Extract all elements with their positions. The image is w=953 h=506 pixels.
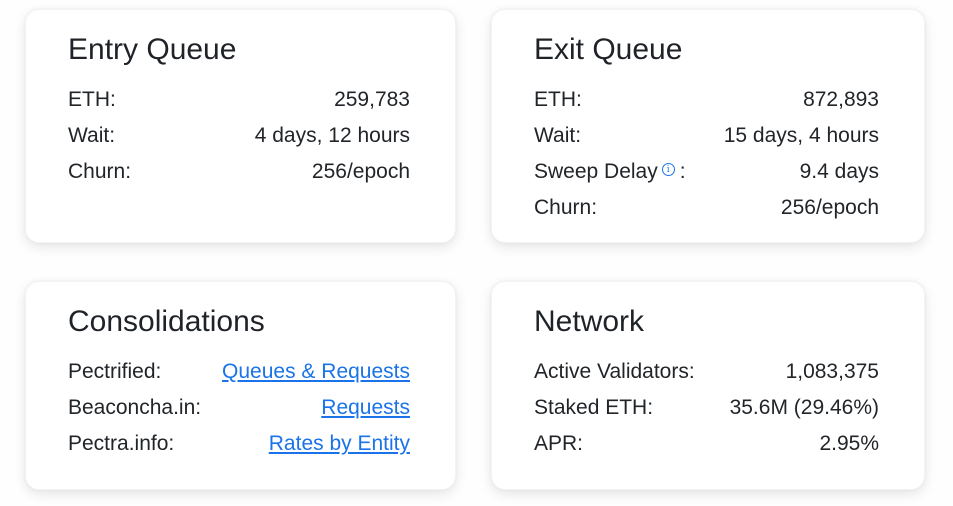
exit-queue-card: Exit Queue ETH: 872,893 Wait: 15 days, 4…	[491, 9, 925, 243]
entry-queue-card: Entry Queue ETH: 259,783 Wait: 4 days, 1…	[25, 9, 456, 243]
stat-value: 256/epoch	[311, 160, 410, 183]
link-row: Pectra.info: Rates by Entity	[68, 426, 410, 462]
info-icon[interactable]: i	[661, 163, 675, 176]
stat-label: Churn:	[534, 196, 598, 219]
link-row: Beaconcha.in: Requests	[68, 390, 410, 426]
beaconchain-requests-link[interactable]: Requests	[321, 396, 410, 419]
stat-label: Churn:	[68, 160, 132, 183]
stat-value: 256/epoch	[780, 196, 879, 219]
stat-row: Sweep Delay i: 9.4 days	[534, 154, 879, 190]
stat-row: APR: 2.95%	[534, 426, 879, 462]
network-card: Network Active Validators: 1,083,375 Sta…	[491, 281, 925, 490]
stat-row: ETH: 872,893	[534, 82, 879, 118]
stat-row: Wait: 15 days, 4 hours	[534, 118, 879, 154]
link-source-label: Pectra.info:	[68, 432, 175, 455]
stat-row: Staked ETH: 35.6M (29.46%)	[534, 390, 879, 426]
pectra-info-rates-link[interactable]: Rates by Entity	[268, 432, 410, 455]
pectrified-queues-requests-link[interactable]: Queues & Requests	[222, 360, 410, 383]
consolidations-title: Consolidations	[68, 305, 265, 338]
link-row: Pectrified: Queues & Requests	[68, 354, 410, 390]
dashboard-grid: Entry Queue ETH: 259,783 Wait: 4 days, 1…	[25, 9, 953, 490]
stat-label: APR:	[534, 432, 584, 455]
stat-value: 15 days, 4 hours	[723, 124, 879, 147]
link-source-label: Pectrified:	[68, 360, 162, 383]
stat-label: ETH:	[534, 88, 582, 111]
stat-row: Churn: 256/epoch	[68, 154, 410, 190]
stat-value: 1,083,375	[785, 360, 879, 383]
stat-value: 9.4 days	[799, 160, 879, 183]
entry-queue-title: Entry Queue	[68, 33, 237, 66]
stat-value: 259,783	[334, 88, 410, 111]
stat-label: Wait:	[68, 124, 116, 147]
stat-label: Wait:	[534, 124, 582, 147]
sweep-delay-colon: :	[679, 160, 686, 183]
stat-row: Active Validators: 1,083,375	[534, 354, 879, 390]
sweep-delay-label: Sweep Delay	[534, 160, 658, 183]
stat-value: 35.6M (29.46%)	[729, 396, 879, 419]
stat-row: Churn: 256/epoch	[534, 190, 879, 226]
consolidations-card: Consolidations Pectrified: Queues & Requ…	[25, 281, 456, 490]
stat-label: Sweep Delay i:	[534, 154, 686, 190]
stat-label: Staked ETH:	[534, 396, 654, 419]
stat-value: 4 days, 12 hours	[254, 124, 410, 147]
stat-value: 872,893	[803, 88, 879, 111]
network-title: Network	[534, 305, 645, 338]
link-source-label: Beaconcha.in:	[68, 396, 202, 419]
stat-label: ETH:	[68, 88, 116, 111]
stat-row: Wait: 4 days, 12 hours	[68, 118, 410, 154]
stat-value: 2.95%	[819, 432, 879, 455]
stat-row: ETH: 259,783	[68, 82, 410, 118]
stat-label: Active Validators:	[534, 360, 695, 383]
exit-queue-title: Exit Queue	[534, 33, 683, 66]
